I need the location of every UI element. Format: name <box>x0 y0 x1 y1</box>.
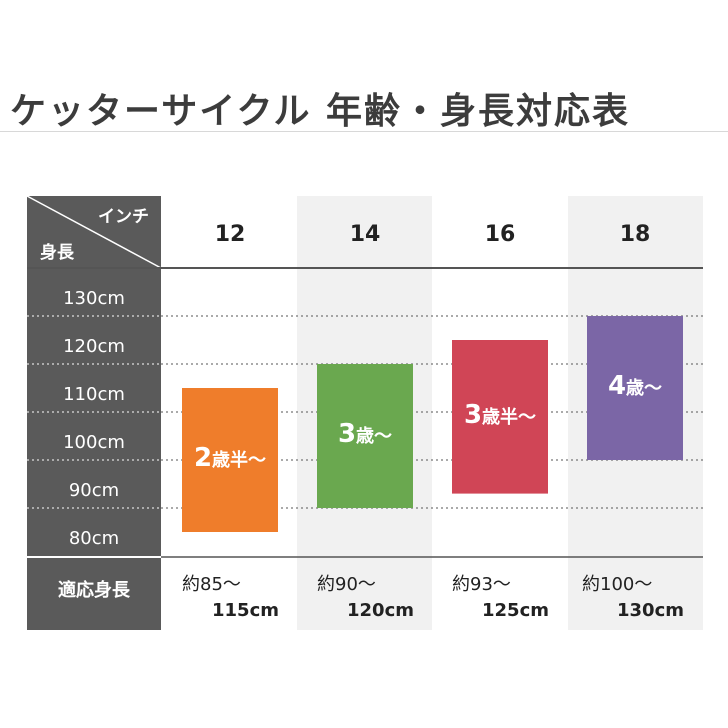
column-header-18: 18 <box>619 222 651 247</box>
y-tick-label: 90cm <box>68 480 120 501</box>
bar-label-number: 3 <box>463 399 483 430</box>
column-header-14: 14 <box>349 222 381 247</box>
header-inch-label: インチ <box>98 207 149 227</box>
page-title: ケッターサイクル 年齢・身長対応表 <box>10 91 631 132</box>
bar-label-suffix: 歳～ <box>626 378 663 399</box>
range-end-14: 120cm <box>347 600 414 621</box>
bar-label-suffix: 歳半～ <box>212 450 267 471</box>
column-header-12: 12 <box>214 222 246 247</box>
header-diagonal <box>26 195 162 269</box>
bar-12 <box>182 388 278 532</box>
bar-14 <box>317 364 413 508</box>
bar-label-16: 3歳半～ <box>452 400 548 430</box>
footer-cell <box>27 558 161 630</box>
bar-label-14: 3歳～ <box>317 419 413 449</box>
header-height-label: 身長 <box>40 243 74 263</box>
bar-16 <box>452 340 548 494</box>
bar-label-suffix: 歳半～ <box>482 406 537 428</box>
bar-label-suffix: 歳～ <box>356 426 393 447</box>
bar-label-number: 3 <box>337 419 357 449</box>
y-tick-label: 80cm <box>68 528 120 549</box>
range-end-18: 130cm <box>617 600 684 621</box>
footer-row-label: 適応身長 <box>58 580 130 601</box>
bar-label-number: 2 <box>193 443 213 473</box>
range-start-14: 約90～ <box>317 574 376 595</box>
range-end-16: 125cm <box>482 600 549 621</box>
range-start-16: 約93～ <box>452 574 511 595</box>
column-header-16: 16 <box>484 222 516 247</box>
y-tick-label: 110cm <box>63 384 125 405</box>
y-tick-label: 100cm <box>63 432 125 453</box>
range-start-18: 約100～ <box>582 574 653 595</box>
bar-label-18: 4歳～ <box>587 371 683 401</box>
bar-label-12: 2歳半～ <box>182 443 278 473</box>
y-tick-label: 120cm <box>63 336 125 357</box>
title-divider <box>0 131 728 132</box>
bar-18 <box>587 316 683 460</box>
y-tick-label: 130cm <box>63 288 125 309</box>
range-start-12: 約85～ <box>182 574 241 595</box>
bar-label-number: 4 <box>607 371 627 401</box>
bars <box>182 316 683 532</box>
range-end-12: 115cm <box>212 600 279 621</box>
